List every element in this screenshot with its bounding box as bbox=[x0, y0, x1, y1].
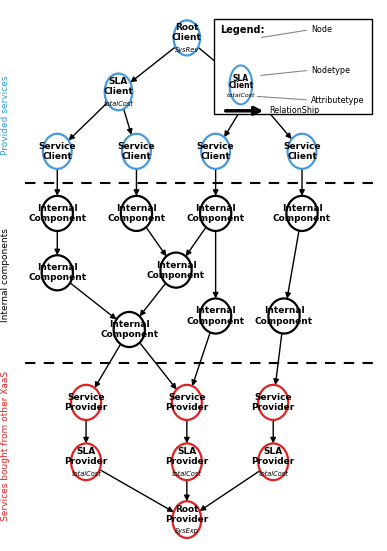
Text: SysRev: SysRev bbox=[175, 47, 199, 53]
Text: Service
Client: Service Client bbox=[38, 142, 76, 161]
Ellipse shape bbox=[114, 312, 145, 347]
Ellipse shape bbox=[286, 196, 318, 231]
Text: Internal
Component: Internal Component bbox=[255, 306, 313, 326]
Text: Internal
Component: Internal Component bbox=[108, 204, 166, 223]
Ellipse shape bbox=[172, 385, 202, 420]
Text: Internal
Component: Internal Component bbox=[187, 204, 245, 223]
Text: Internal
Component: Internal Component bbox=[273, 204, 331, 223]
Text: SLA
Client: SLA Client bbox=[104, 77, 134, 96]
Text: totalCost: totalCost bbox=[226, 93, 255, 98]
Text: Internal
Component: Internal Component bbox=[28, 263, 86, 282]
Text: Provided services: Provided services bbox=[0, 76, 10, 155]
Text: totalCost: totalCost bbox=[258, 471, 288, 477]
Ellipse shape bbox=[288, 134, 317, 169]
Text: Service
Provider: Service Provider bbox=[252, 393, 295, 412]
Text: SLA
Provider: SLA Provider bbox=[165, 447, 209, 466]
Text: totalCost: totalCost bbox=[104, 101, 134, 107]
Text: Internal
Component: Internal Component bbox=[28, 204, 86, 223]
Text: Root
Provider: Root Provider bbox=[165, 505, 209, 523]
FancyBboxPatch shape bbox=[214, 19, 372, 114]
Ellipse shape bbox=[269, 299, 300, 333]
Text: Legend:: Legend: bbox=[220, 25, 265, 35]
Ellipse shape bbox=[43, 134, 72, 169]
Text: Services bought from other XaaS: Services bought from other XaaS bbox=[0, 371, 10, 521]
Text: SysExp: SysExp bbox=[175, 528, 199, 534]
Text: SLA
Provider: SLA Provider bbox=[252, 447, 295, 466]
Ellipse shape bbox=[42, 255, 73, 290]
Ellipse shape bbox=[172, 444, 202, 480]
Ellipse shape bbox=[121, 196, 152, 231]
Text: Internal
Component: Internal Component bbox=[147, 261, 205, 279]
Ellipse shape bbox=[71, 385, 101, 420]
Ellipse shape bbox=[174, 20, 200, 56]
Ellipse shape bbox=[201, 134, 230, 169]
Text: Service
Client: Service Client bbox=[118, 142, 155, 161]
Text: Service
Provider: Service Provider bbox=[165, 393, 209, 412]
Text: Attributetype: Attributetype bbox=[311, 95, 365, 105]
Text: Service
Client: Service Client bbox=[197, 142, 235, 161]
Ellipse shape bbox=[258, 444, 288, 480]
Text: Service
Provider: Service Provider bbox=[65, 393, 108, 412]
Text: totalCost: totalCost bbox=[237, 101, 267, 107]
Text: Service
Client: Service Client bbox=[283, 142, 321, 161]
Text: SLA: SLA bbox=[233, 74, 249, 83]
Ellipse shape bbox=[161, 252, 192, 288]
Ellipse shape bbox=[42, 196, 73, 231]
Ellipse shape bbox=[229, 66, 252, 104]
Ellipse shape bbox=[200, 299, 231, 333]
Text: totalCost: totalCost bbox=[71, 471, 101, 477]
Text: Internal components: Internal components bbox=[0, 229, 10, 322]
Text: SLA
Client: SLA Client bbox=[237, 77, 267, 96]
Text: Internal
Component: Internal Component bbox=[187, 306, 245, 326]
Ellipse shape bbox=[71, 444, 101, 480]
Text: Client: Client bbox=[228, 82, 253, 90]
Ellipse shape bbox=[258, 385, 288, 420]
Ellipse shape bbox=[238, 73, 265, 110]
Text: Root
Client: Root Client bbox=[172, 23, 202, 42]
Text: Node: Node bbox=[311, 25, 332, 34]
Ellipse shape bbox=[104, 73, 132, 110]
Text: totalCost: totalCost bbox=[172, 471, 202, 477]
Ellipse shape bbox=[173, 501, 201, 538]
Text: RelationShip: RelationShip bbox=[270, 106, 320, 115]
Text: Nodetype: Nodetype bbox=[311, 66, 350, 75]
Ellipse shape bbox=[122, 134, 151, 169]
Ellipse shape bbox=[200, 196, 231, 231]
Text: SLA
Provider: SLA Provider bbox=[65, 447, 108, 466]
Text: Internal
Component: Internal Component bbox=[100, 320, 158, 339]
